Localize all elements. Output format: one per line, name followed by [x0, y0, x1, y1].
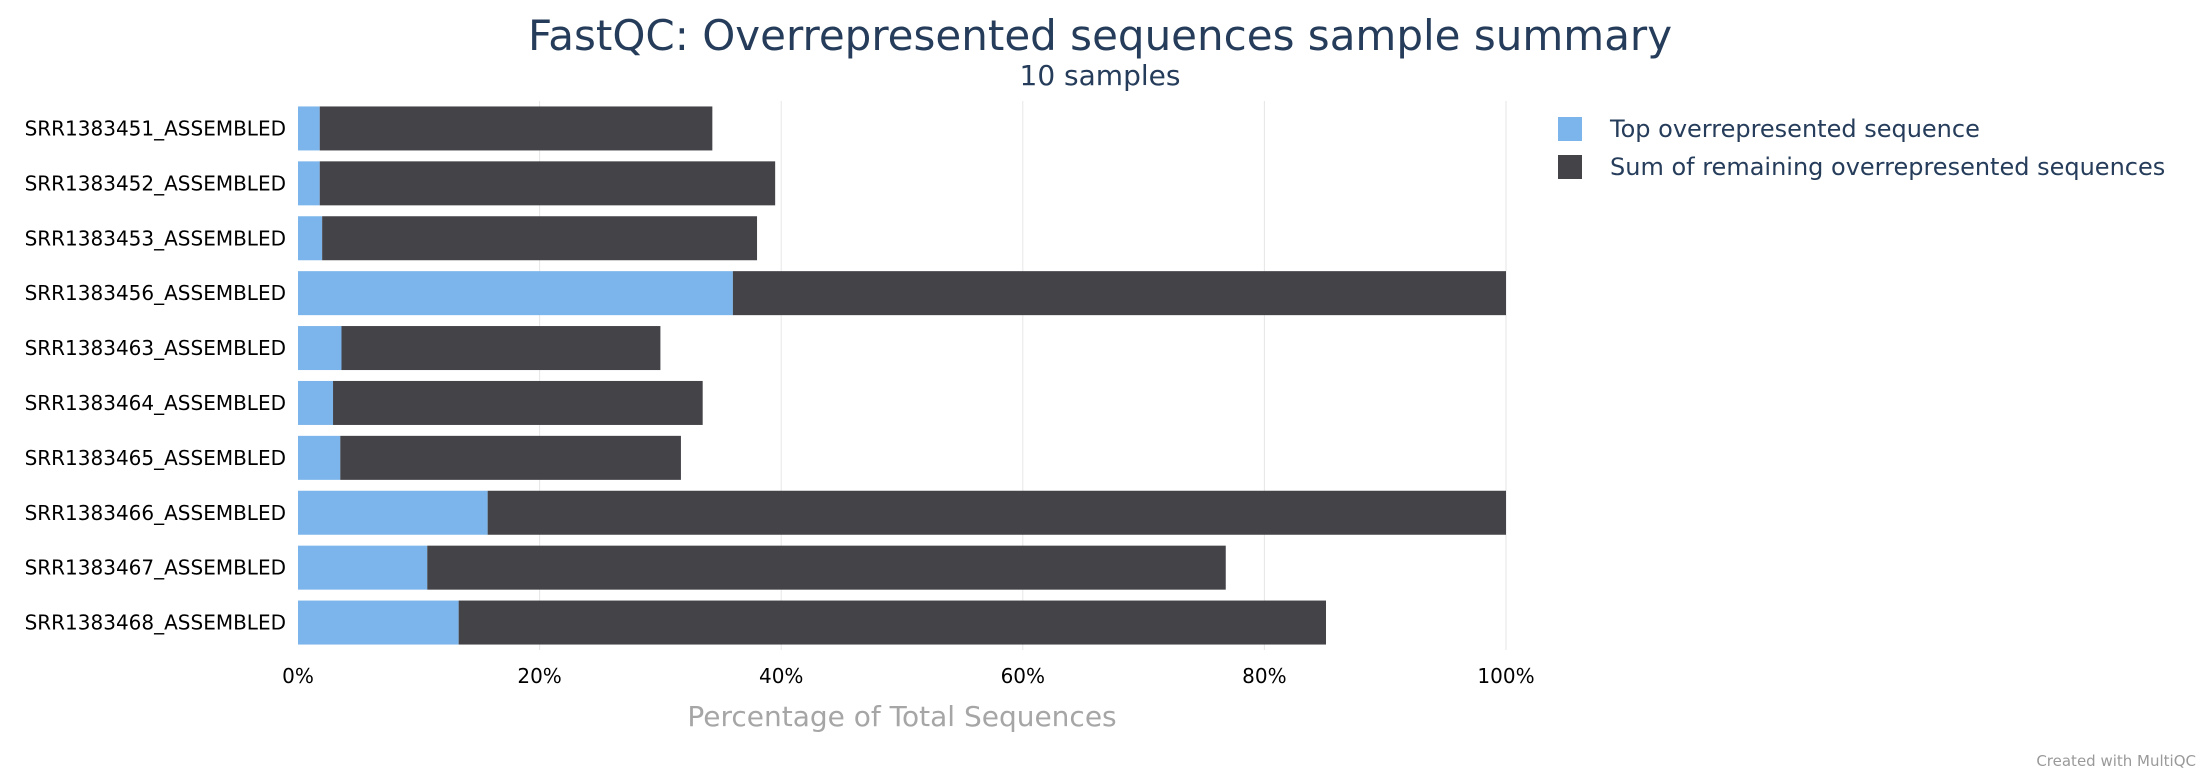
category-label: SRR1383465_ASSEMBLED: [25, 446, 286, 470]
bar-top-sequence[interactable]: [298, 106, 320, 151]
bar-top-sequence[interactable]: [298, 435, 341, 480]
bar-top-sequence[interactable]: [298, 600, 459, 645]
credit-text: Created with MultiQC: [2036, 752, 2196, 770]
bar-top-sequence[interactable]: [298, 490, 488, 535]
category-label: SRR1383464_ASSEMBLED: [25, 391, 286, 415]
bar-remaining-sequences[interactable]: [322, 216, 758, 261]
legend-label[interactable]: Top overrepresented sequence: [1609, 115, 1980, 143]
x-tick-label: 0%: [282, 664, 314, 688]
bar-top-sequence[interactable]: [298, 545, 428, 590]
x-tick-label: 60%: [1001, 664, 1045, 688]
category-label: SRR1383452_ASSEMBLED: [25, 171, 286, 195]
bar-remaining-sequences[interactable]: [341, 326, 661, 371]
bar-remaining-sequences[interactable]: [340, 435, 681, 480]
bar-top-sequence[interactable]: [298, 326, 342, 371]
legend-swatch: [1558, 155, 1582, 179]
chart-title: FastQC: Overrepresented sequences sample…: [528, 11, 1672, 60]
x-tick-label: 80%: [1242, 664, 1286, 688]
bar-top-sequence[interactable]: [298, 161, 320, 206]
bar-top-sequence[interactable]: [298, 271, 733, 316]
legend: Top overrepresented sequence Sum of remai…: [1558, 115, 2165, 181]
category-labels: SRR1383451_ASSEMBLED SRR1383452_ASSEMBLED…: [25, 116, 286, 634]
category-label: SRR1383463_ASSEMBLED: [25, 336, 286, 360]
bar-remaining-sequences[interactable]: [319, 106, 713, 151]
bar-remaining-sequences[interactable]: [487, 490, 1506, 535]
chart-subtitle: 10 samples: [1020, 59, 1181, 92]
bar-remaining-sequences[interactable]: [333, 380, 703, 425]
category-label: SRR1383453_ASSEMBLED: [25, 226, 286, 250]
category-label: SRR1383468_ASSEMBLED: [25, 611, 286, 635]
x-tick-label: 40%: [759, 664, 803, 688]
x-tick-label: 100%: [1477, 664, 1534, 688]
bars: [298, 106, 1506, 645]
bar-remaining-sequences[interactable]: [458, 600, 1327, 645]
bar-remaining-sequences[interactable]: [732, 271, 1506, 316]
category-label: SRR1383467_ASSEMBLED: [25, 556, 286, 580]
bar-remaining-sequences[interactable]: [319, 161, 776, 206]
x-tick-labels: 0% 20% 40% 60% 80% 100%: [282, 664, 1534, 688]
x-tick-label: 20%: [517, 664, 561, 688]
category-label: SRR1383456_ASSEMBLED: [25, 281, 286, 305]
legend-swatch: [1558, 117, 1582, 141]
category-label: SRR1383451_ASSEMBLED: [25, 116, 286, 140]
legend-label[interactable]: Sum of remaining overrepresented sequenc…: [1610, 153, 2165, 181]
bar-top-sequence[interactable]: [298, 216, 323, 261]
category-label: SRR1383466_ASSEMBLED: [25, 501, 286, 525]
bar-remaining-sequences[interactable]: [427, 545, 1226, 590]
x-axis-label: Percentage of Total Sequences: [687, 700, 1116, 733]
bar-top-sequence[interactable]: [298, 380, 334, 425]
